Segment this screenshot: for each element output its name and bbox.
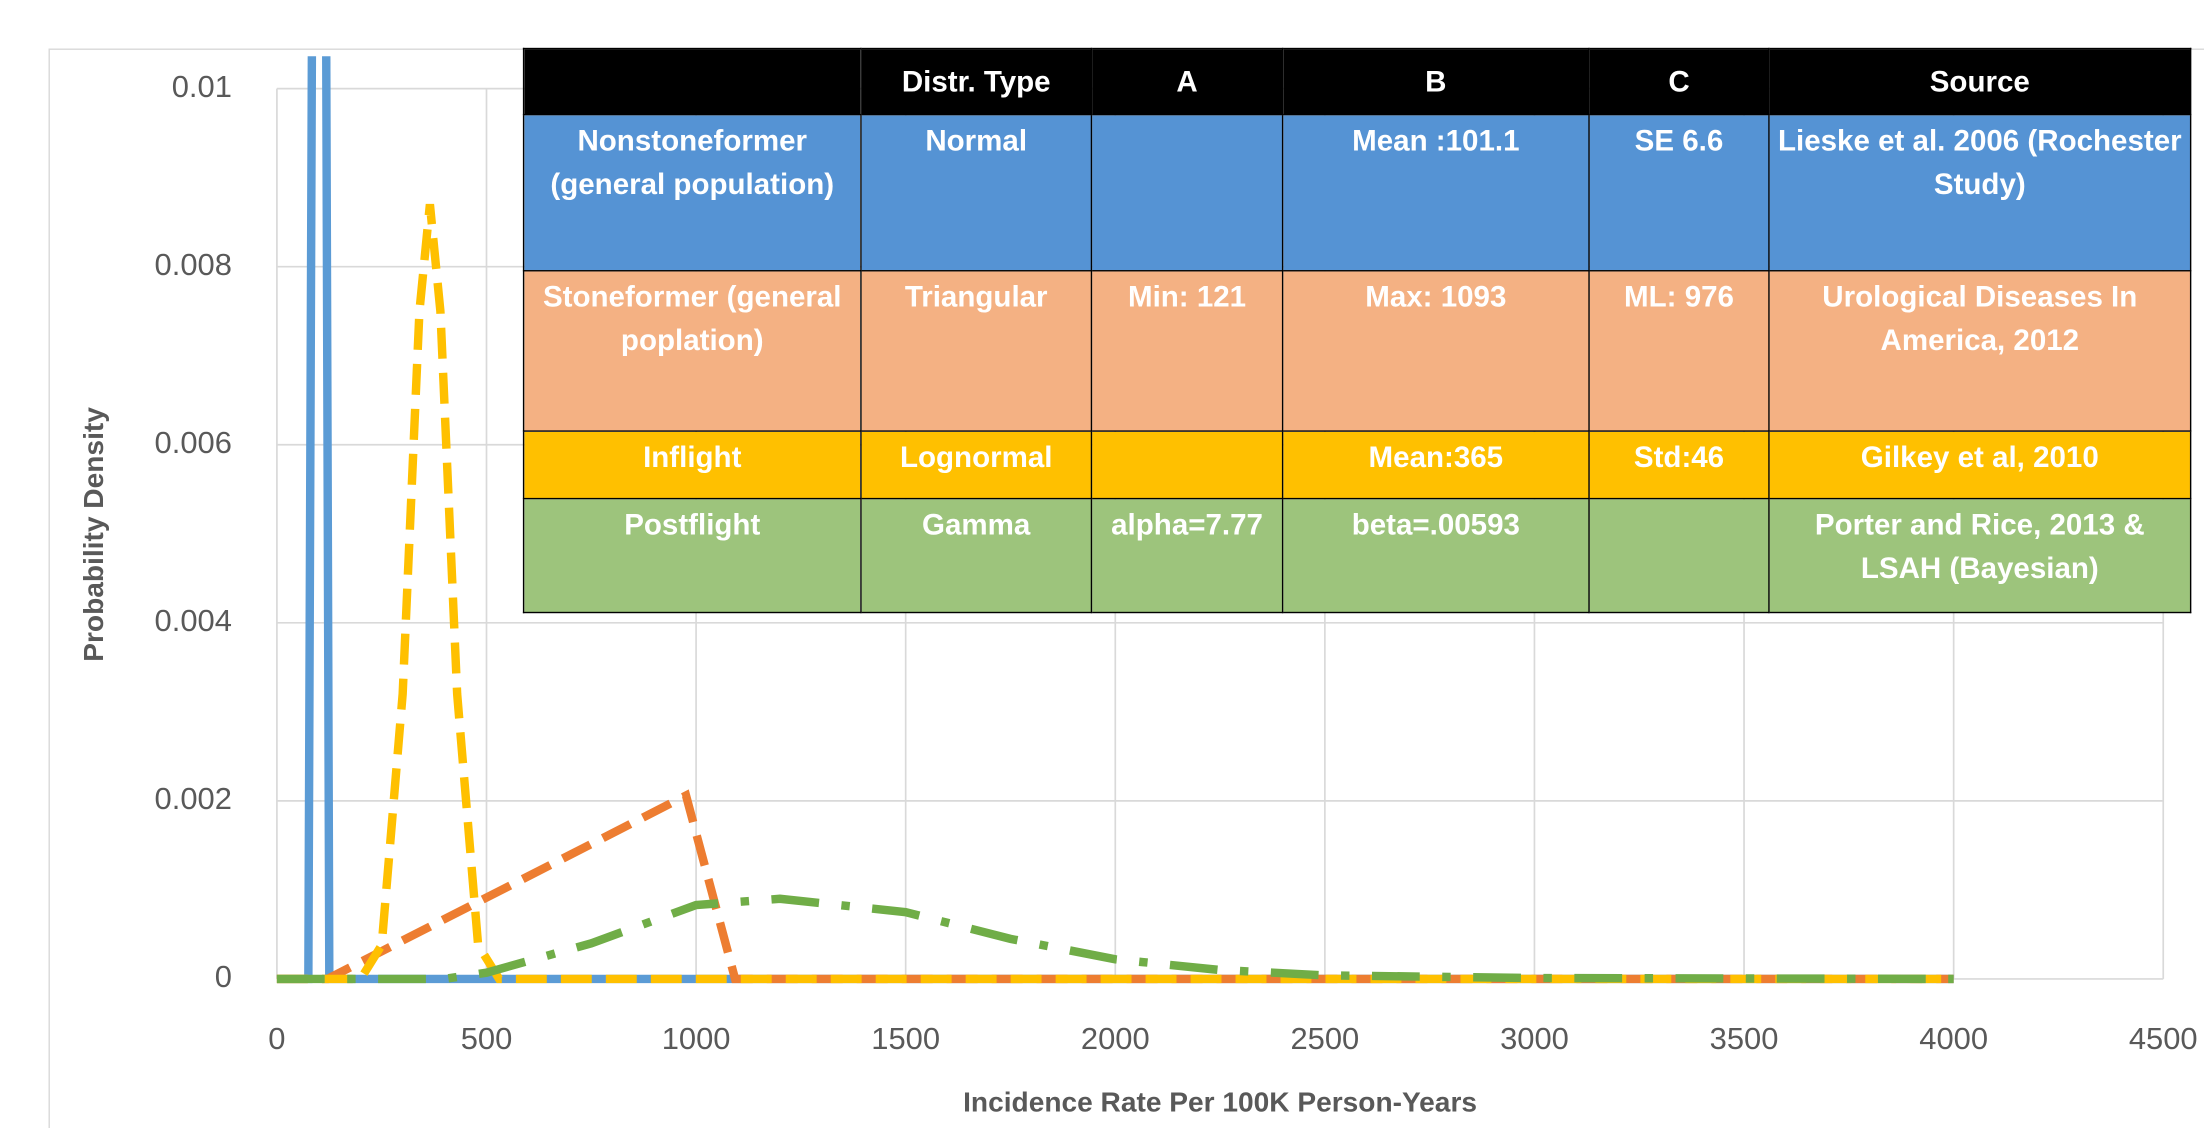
table-cell — [1588, 497, 1770, 614]
header-cell: Source — [1768, 47, 2192, 116]
x-tick-label: 2000 — [1081, 1021, 1150, 1056]
x-axis-title: Incidence Rate Per 100K Person-Years — [963, 1087, 1477, 1118]
x-tick-label: 1500 — [871, 1021, 940, 1056]
table-cell: Mean :101.1 — [1281, 113, 1590, 272]
y-axis-title: Probability Density — [78, 407, 109, 662]
x-tick-label: 2500 — [1290, 1021, 1359, 1056]
y-tick-label: 0.002 — [155, 781, 232, 816]
y-tick-label: 0.008 — [155, 247, 232, 282]
table-cell: Stoneformer (general poplation) — [522, 270, 862, 432]
series-line — [276, 894, 1954, 984]
table-cell: Normal — [860, 113, 1093, 272]
distribution-table: Distr. Type A B C Source Nonstoneformer (gen… — [522, 47, 2192, 614]
header-cell: A — [1090, 47, 1284, 116]
table-row: Stoneformer (general poplation) Triangula… — [522, 270, 2192, 432]
x-tick-label: 3000 — [1500, 1021, 1569, 1056]
y-tick-label: 0.004 — [155, 603, 232, 638]
x-tick-label: 4500 — [2129, 1021, 2198, 1056]
table-cell — [1090, 113, 1284, 272]
x-tick-label: 1000 — [662, 1021, 731, 1056]
table-cell: alpha=7.77 — [1090, 497, 1284, 614]
table-cell: Porter and Rice, 2013 & LSAH (Bayesian) — [1768, 497, 2192, 614]
table-cell: Min: 121 — [1090, 270, 1284, 432]
table-cell: Std:46 — [1588, 430, 1770, 500]
table-cell: Lognormal — [860, 430, 1093, 500]
y-tick-label: 0 — [215, 959, 232, 994]
series-line — [276, 203, 1954, 984]
table-cell: Max: 1093 — [1281, 270, 1590, 432]
table-cell: Gilkey et al, 2010 — [1768, 430, 2192, 500]
table-cell: ML: 976 — [1588, 270, 1770, 432]
table-cell: Mean:365 — [1281, 430, 1590, 500]
table-cell: Postflight — [522, 497, 862, 614]
table-cell: Urological Diseases In America, 2012 — [1768, 270, 2192, 432]
x-tick-label: 4000 — [1919, 1021, 1988, 1056]
table-row: Inflight Lognormal Mean:365 Std:46 Gilkey et… — [522, 430, 2192, 500]
header-cell: Distr. Type — [860, 47, 1093, 116]
table-header: Distr. Type A B C Source — [522, 47, 2192, 116]
series-line — [276, 789, 1954, 984]
table-cell: Nonstoneformer (general population) — [522, 113, 862, 272]
header-cell: B — [1281, 47, 1590, 116]
table-cell: Triangular — [860, 270, 1093, 432]
table-cell: SE 6.6 — [1588, 113, 1770, 272]
table-row: Postflight Gamma alpha=7.77 beta=.00593 Port… — [522, 497, 2192, 614]
table-cell: Inflight — [522, 430, 862, 500]
table-cell: Gamma — [860, 497, 1093, 614]
x-tick-label: 0 — [268, 1021, 285, 1056]
header-cell — [522, 47, 862, 116]
table-row: Nonstoneformer (general population) Norma… — [522, 113, 2192, 272]
table-cell — [1090, 430, 1284, 500]
y-tick-label: 0.006 — [155, 425, 232, 460]
table-cell: Lieske et al. 2006 (Rochester Study) — [1768, 113, 2192, 272]
x-tick-label: 3500 — [1710, 1021, 1779, 1056]
y-tick-label: 0.01 — [172, 69, 232, 104]
header-cell: C — [1588, 47, 1770, 116]
x-tick-label: 500 — [461, 1021, 513, 1056]
table-cell: beta=.00593 — [1281, 497, 1590, 614]
